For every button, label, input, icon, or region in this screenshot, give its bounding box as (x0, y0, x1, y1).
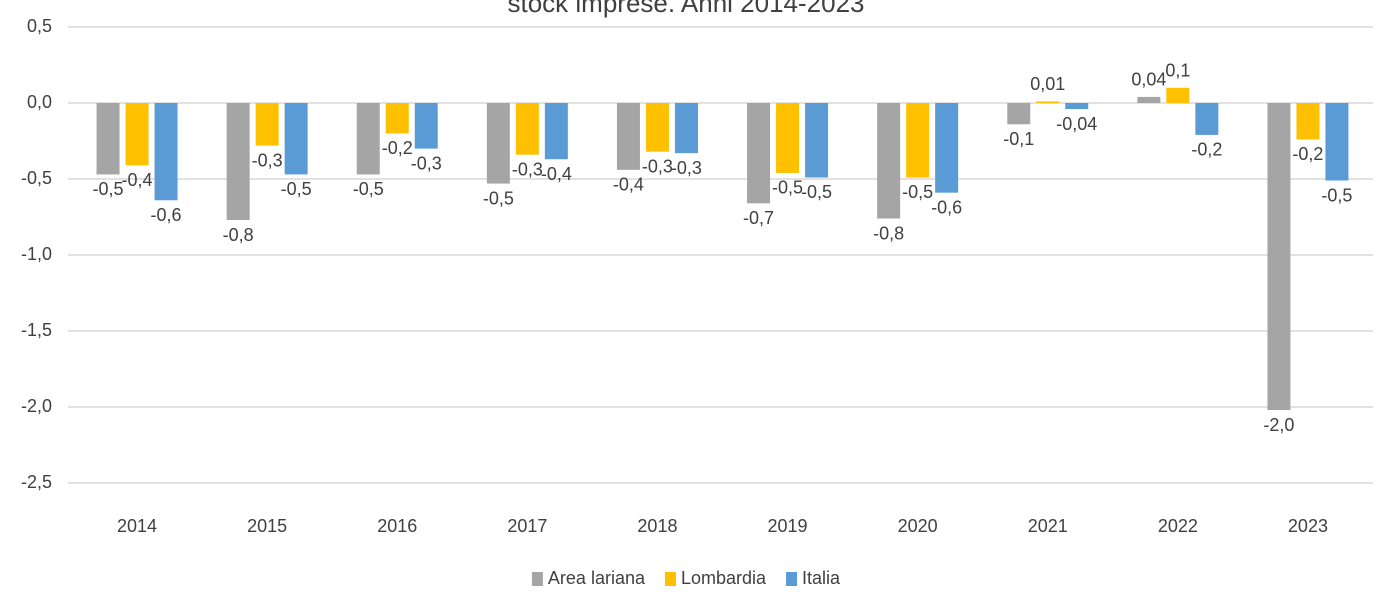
data-label: -0,4 (541, 164, 572, 184)
data-label: 0,1 (1165, 61, 1190, 81)
data-label: -0,1 (1003, 129, 1034, 149)
bar (935, 103, 959, 193)
bar (906, 103, 930, 178)
bar (1195, 103, 1219, 135)
data-label: -0,3 (411, 153, 442, 173)
data-label: -0,5 (483, 188, 514, 208)
bar (1267, 103, 1291, 411)
data-label: -0,5 (902, 182, 933, 202)
bar (1036, 101, 1060, 103)
bar (776, 103, 800, 173)
bar (645, 103, 669, 152)
chart-title: stock imprese. Anni 2014-2023 (508, 0, 865, 18)
x-tick-label: 2019 (768, 516, 808, 536)
bar (486, 103, 510, 184)
legend-label: Lombardia (681, 568, 767, 588)
bar (805, 103, 829, 178)
y-tick-label: -1,0 (21, 244, 52, 264)
bar (125, 103, 149, 166)
data-label: -0,3 (512, 159, 543, 179)
data-label: -0,5 (281, 179, 312, 199)
data-label: -0,3 (671, 158, 702, 178)
bar (385, 103, 409, 134)
y-tick-label: -0,5 (21, 168, 52, 188)
data-label: -0,2 (1191, 140, 1222, 160)
data-label: -0,3 (252, 150, 283, 170)
data-label: -0,5 (353, 179, 384, 199)
data-label: -0,7 (743, 208, 774, 228)
y-tick-label: 0,5 (27, 16, 52, 36)
legend-label: Area lariana (548, 568, 646, 588)
bar (1137, 96, 1161, 103)
data-label: -0,8 (873, 223, 904, 243)
x-tick-label: 2015 (247, 516, 287, 536)
bar (1166, 87, 1190, 103)
data-label: 0,01 (1030, 74, 1065, 94)
legend-swatch (531, 572, 543, 586)
data-label: -2,0 (1263, 415, 1294, 435)
bar (747, 103, 771, 204)
bar (1325, 103, 1349, 181)
bar (877, 103, 901, 219)
y-tick-label: -1,5 (21, 320, 52, 340)
legend-swatch (786, 572, 798, 586)
data-label: -0,8 (223, 225, 254, 245)
bar (1065, 103, 1089, 110)
bar (414, 103, 438, 149)
data-label: -0,6 (151, 205, 182, 225)
data-label: -0,5 (801, 182, 832, 202)
data-label: 0,04 (1131, 70, 1166, 90)
bar (674, 103, 698, 154)
data-label: -0,5 (772, 178, 803, 198)
bar (255, 103, 279, 146)
x-tick-label: 2018 (637, 516, 677, 536)
data-label: -0,2 (382, 138, 413, 158)
bar (1007, 103, 1031, 125)
y-tick-label: -2,5 (21, 472, 52, 492)
y-tick-label: -2,0 (21, 396, 52, 416)
x-tick-label: 2022 (1158, 516, 1198, 536)
x-tick-label: 2016 (377, 516, 417, 536)
bar (544, 103, 568, 160)
data-label: -0,04 (1056, 114, 1097, 134)
bar (154, 103, 178, 201)
bar (515, 103, 539, 155)
y-tick-label: 0,0 (27, 92, 52, 112)
bar (616, 103, 640, 170)
bar (284, 103, 308, 175)
data-label: -0,4 (122, 170, 153, 190)
data-label: -0,6 (931, 197, 962, 217)
bar (1296, 103, 1320, 140)
legend-label: Italia (802, 568, 841, 588)
data-label: -0,4 (613, 175, 644, 195)
bar (226, 103, 250, 221)
bar (96, 103, 120, 175)
x-tick-label: 2014 (117, 516, 157, 536)
bar (356, 103, 380, 175)
data-label: -0,3 (642, 156, 673, 176)
x-tick-label: 2023 (1288, 516, 1328, 536)
x-tick-label: 2020 (898, 516, 938, 536)
data-label: -0,5 (93, 179, 124, 199)
data-label: -0,5 (1321, 185, 1352, 205)
legend-swatch (664, 572, 676, 586)
x-tick-label: 2017 (507, 516, 547, 536)
x-tick-label: 2021 (1028, 516, 1068, 536)
data-label: -0,2 (1292, 144, 1323, 164)
